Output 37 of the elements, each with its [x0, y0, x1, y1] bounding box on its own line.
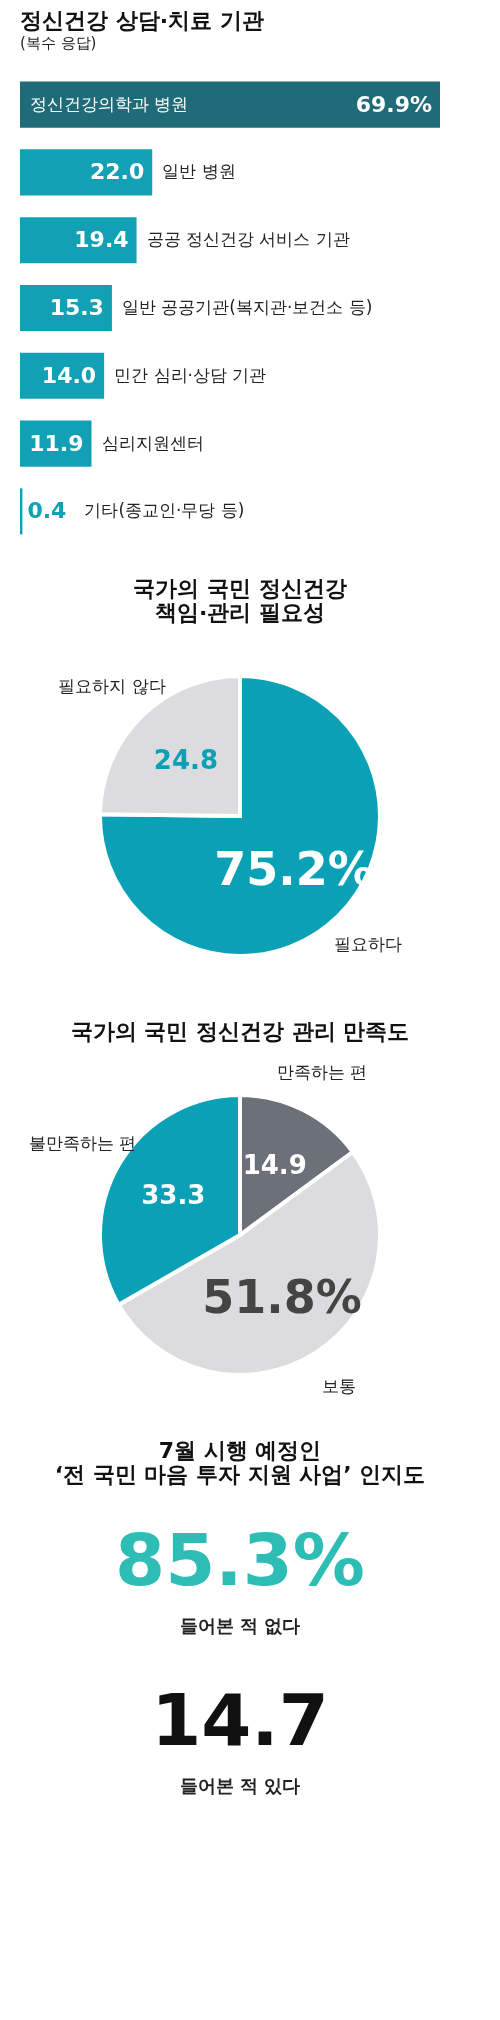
- y-tick-label: 공공 정신건강 서비스 기관: [146, 229, 350, 250]
- chart-title: 국가의 국민 정신건강 책임·관리 필요성: [133, 576, 347, 625]
- data-label: 51.8%: [202, 1270, 362, 1325]
- slice-label: 불만족하는 편: [28, 1132, 137, 1153]
- y-tick-label: 일반 병원: [162, 161, 236, 182]
- category-label: 들어본 적 없다: [179, 1615, 301, 1636]
- data-label: 19.4: [74, 227, 129, 253]
- data-label: 0.4: [27, 498, 67, 524]
- y-tick-label: 일반 공공기관(복지관·보건소 등): [121, 297, 373, 317]
- data-label: 15.3: [49, 295, 104, 320]
- text: 7월 시행 예정인 ‘전 국민 마음 투자 지원 사업’ 인지도: [54, 1438, 426, 1487]
- data-label: 14.7: [151, 1678, 329, 1762]
- chart-subtitle: (복수 응답): [20, 34, 97, 52]
- y-tick-label: 기타(종교인·무당 등): [84, 500, 245, 521]
- data-label: 33.3: [141, 1180, 206, 1211]
- data-label: 11.9: [29, 430, 84, 456]
- data-label: 69.9%: [355, 91, 432, 117]
- slice-label: 필요하지 않다: [58, 675, 166, 696]
- bar: [20, 81, 440, 128]
- slice-label: 보통: [322, 1376, 357, 1397]
- category-label: 들어본 적 있다: [179, 1775, 301, 1796]
- data-label: 14.0: [41, 362, 97, 388]
- data-label: 75.2%: [214, 841, 374, 896]
- y-tick-label: 민간 심리·상담 기관: [114, 364, 267, 385]
- y-tick-label: 정신건강의학과 병원: [30, 93, 189, 114]
- y-tick-label: 심리지원센터: [101, 432, 204, 453]
- bar: [20, 149, 153, 196]
- data-label: 14.9: [242, 1150, 307, 1181]
- chart-title: 정신건강 상담·치료 기관: [20, 8, 264, 33]
- data-label: 85.3%: [115, 1518, 365, 1602]
- bar: [20, 217, 137, 264]
- data-label: 24.8: [153, 745, 218, 776]
- slice-label: 만족하는 편: [276, 1061, 368, 1082]
- bar: [20, 284, 112, 332]
- chart-title: 국가의 국민 정신건강 관리 만족도: [70, 1019, 410, 1044]
- slice-label: 필요하다: [333, 934, 402, 955]
- data-label: 22.0: [89, 159, 145, 185]
